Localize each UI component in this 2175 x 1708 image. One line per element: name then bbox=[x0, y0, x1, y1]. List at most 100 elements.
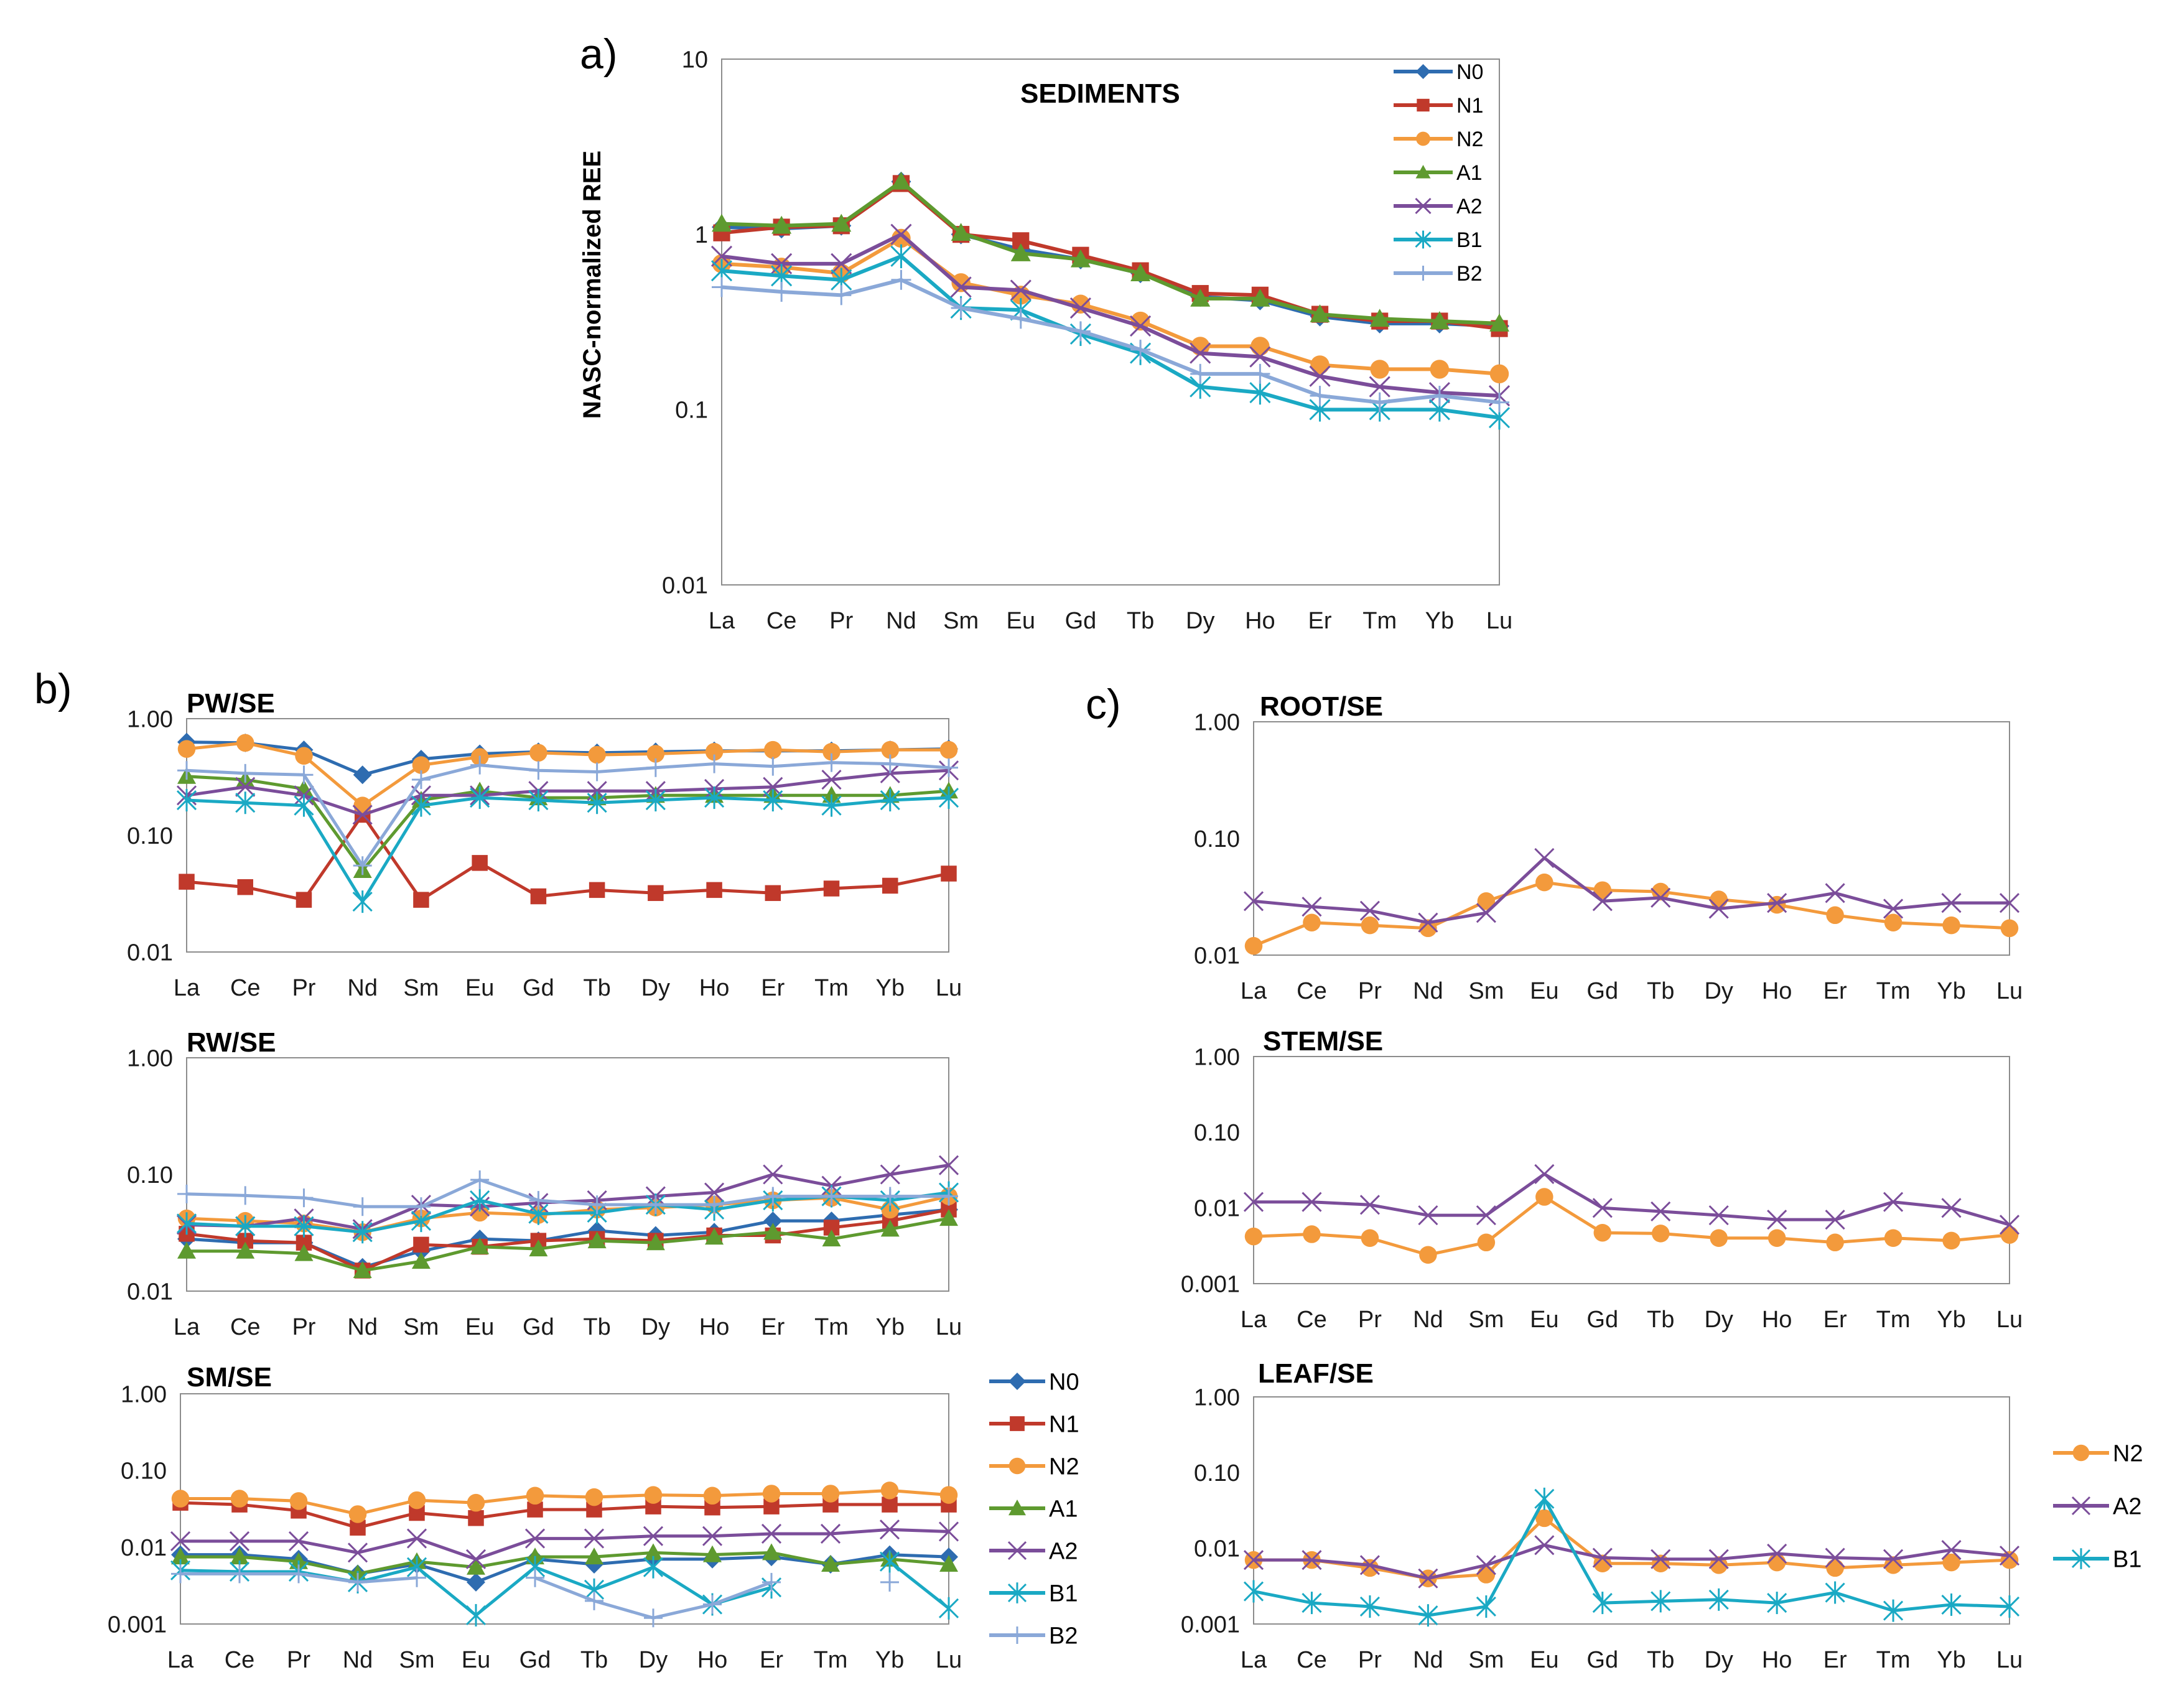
rw-se-point-a1-tm bbox=[822, 1230, 841, 1247]
pw-se-point-n1-tm bbox=[823, 880, 840, 897]
stem-se-ytick-label: 0.01 bbox=[1194, 1196, 1240, 1222]
leaf-se-xtick-tm: Tm bbox=[1876, 1647, 1911, 1673]
legend-b-entry-a2: A2 bbox=[989, 1539, 1078, 1565]
legend-label-b1: B1 bbox=[1049, 1581, 1078, 1607]
legend-a-entry-n2: N2 bbox=[1394, 128, 1483, 151]
root-se-point-n2-dy bbox=[1710, 890, 1728, 908]
stem-se-point-n2-ho bbox=[1767, 1229, 1786, 1247]
legend-label-b1: B1 bbox=[1456, 228, 1483, 252]
sediments-xtick-gd: Gd bbox=[1065, 608, 1097, 634]
stem-se-xtick-sm: Sm bbox=[1468, 1307, 1504, 1333]
stem-se-point-a2-er bbox=[1825, 1210, 1845, 1230]
rw-se-point-a1-ce bbox=[236, 1241, 255, 1259]
rw-se-point-a2-er bbox=[763, 1164, 783, 1185]
pw-se-point-n2-gd bbox=[529, 744, 547, 762]
rw-se-point-a1-pr bbox=[294, 1244, 314, 1261]
sediments-point-a1-yb bbox=[1429, 311, 1450, 329]
pw-se-point-n1-gd bbox=[530, 888, 547, 905]
sm-se-line-b1 bbox=[888, 1560, 950, 1610]
rw-se-point-n0-er bbox=[763, 1211, 783, 1231]
sediments-point-b2-tb bbox=[1130, 339, 1151, 360]
pw-se-point-b2-ce bbox=[236, 763, 255, 783]
sediments-point-a2-gd bbox=[1069, 297, 1091, 319]
pw-se-point-b1-pr bbox=[294, 794, 314, 817]
leaf-se-point-a2-eu bbox=[1534, 1535, 1555, 1556]
sediments-point-a2-nd bbox=[890, 223, 912, 245]
root-se-point-a2-ce bbox=[1302, 897, 1322, 917]
sm-se-series-n2 bbox=[171, 1482, 958, 1523]
rw-se-point-a2-lu bbox=[938, 1155, 959, 1175]
legend-marker-a2 bbox=[1007, 1541, 1027, 1561]
legend-label-a1: A1 bbox=[1456, 161, 1483, 185]
leaf-se-point-b1-nd bbox=[1418, 1604, 1438, 1627]
stem-se-point-a2-sm bbox=[1476, 1205, 1496, 1226]
sm-se-point-a2-gd bbox=[524, 1528, 546, 1549]
legend-a-entry-b2: B2 bbox=[1394, 262, 1483, 286]
stem-se-xtick-eu: Eu bbox=[1530, 1307, 1558, 1333]
pw-se-point-a2-ce bbox=[235, 777, 256, 797]
legend-label-a2: A2 bbox=[2113, 1494, 2141, 1520]
legend-marker-n0 bbox=[1008, 1373, 1026, 1390]
pw-se-point-n1-lu bbox=[941, 866, 957, 882]
sediments-point-b2-dy bbox=[1190, 363, 1211, 384]
sediments-point-a2-eu bbox=[1010, 279, 1032, 301]
legend-b-entry-n1: N1 bbox=[989, 1412, 1079, 1438]
legend-marker-b2 bbox=[1008, 1626, 1026, 1644]
sm-se-point-n2-gd bbox=[526, 1486, 544, 1505]
rw-se-title: RW/SE bbox=[187, 1027, 276, 1058]
stem-se-series-n2 bbox=[1244, 1188, 2019, 1264]
root-se-xtick-tb: Tb bbox=[1647, 978, 1674, 1004]
root-se-point-n2-la bbox=[1244, 936, 1263, 955]
root-se-point-a2-tm bbox=[1883, 898, 1904, 919]
rw-se-series-a1 bbox=[177, 1209, 958, 1278]
root-se-ytick-label: 1.00 bbox=[1194, 709, 1240, 735]
pw-se-point-b2-eu bbox=[470, 755, 490, 775]
sediments-point-a1-dy bbox=[1190, 288, 1211, 307]
root-se-xtick-pr: Pr bbox=[1358, 978, 1382, 1004]
root-se-point-n2-tb bbox=[1651, 882, 1670, 901]
rw-se-point-a2-ho bbox=[704, 1182, 725, 1203]
rw-se-point-b2-lu bbox=[939, 1187, 958, 1206]
leaf-se-point-b1-pr bbox=[1359, 1595, 1380, 1618]
leaf-se-xtick-nd: Nd bbox=[1413, 1647, 1443, 1673]
sediments-point-a1-nd bbox=[891, 171, 911, 190]
rw-se-point-b1-nd bbox=[352, 1221, 373, 1244]
pw-se-point-n2-er bbox=[764, 740, 782, 759]
leaf-se-xtick-la: La bbox=[1241, 1647, 1267, 1673]
rw-se-point-n1-sm bbox=[413, 1236, 429, 1253]
pw-se-line-a2 bbox=[186, 768, 949, 816]
pw-se-point-b1-dy bbox=[645, 789, 666, 812]
legend-label-n2: N2 bbox=[2113, 1441, 2143, 1467]
sm-se-ytick-label: 0.01 bbox=[121, 1535, 167, 1561]
root-se-xtick-sm: Sm bbox=[1468, 978, 1504, 1004]
leaf-se-point-a2-la bbox=[1243, 1550, 1264, 1570]
rw-se-xtick-pr: Pr bbox=[292, 1314, 315, 1340]
rw-se-point-a1-sm bbox=[411, 1252, 431, 1269]
pw-se-point-n2-sm bbox=[412, 756, 431, 774]
legend-a-entry-a1: A1 bbox=[1394, 161, 1483, 185]
root-se-point-a2-tb bbox=[1651, 887, 1671, 908]
stem-se-point-a2-la bbox=[1243, 1192, 1264, 1212]
sediments-title: SEDIMENTS bbox=[1020, 78, 1180, 109]
leaf-se-point-b1-ho bbox=[1767, 1592, 1787, 1615]
leaf-se-point-b1-tb bbox=[1651, 1590, 1671, 1613]
leaf-se-point-a2-dy bbox=[1708, 1549, 1729, 1569]
rw-se-point-a1-gd bbox=[529, 1239, 548, 1257]
leaf-se-point-b1-yb bbox=[1941, 1593, 1962, 1616]
root-se-point-a2-nd bbox=[1418, 912, 1438, 933]
pw-se-point-b1-ce bbox=[235, 791, 256, 814]
legend-label-b2: B2 bbox=[1456, 262, 1483, 286]
rw-se-xtick-tm: Tm bbox=[814, 1314, 849, 1340]
leaf-se-xtick-dy: Dy bbox=[1704, 1647, 1733, 1673]
sediments-xtick-lu: Lu bbox=[1486, 608, 1512, 634]
legend-a-entry-b1: B1 bbox=[1394, 228, 1483, 252]
chart-rw-se: 0.01 0.10 1.00 La Ce Pr Nd Sm Eu Gd Tb Dy Ho Er Tm Yb Lu… bbox=[127, 1027, 962, 1340]
stem-se-xtick-ho: Ho bbox=[1762, 1307, 1792, 1333]
sm-se-point-n2-pr bbox=[289, 1492, 308, 1510]
pw-se-xtick-sm: Sm bbox=[403, 975, 439, 1001]
stem-se-point-a2-tb bbox=[1651, 1201, 1671, 1221]
root-se-xtick-lu: Lu bbox=[1996, 978, 2023, 1004]
sm-se-xtick-nd: Nd bbox=[343, 1647, 373, 1673]
stem-se-ytick-label: 1.00 bbox=[1194, 1044, 1240, 1070]
root-se-point-a2-eu bbox=[1534, 847, 1555, 868]
